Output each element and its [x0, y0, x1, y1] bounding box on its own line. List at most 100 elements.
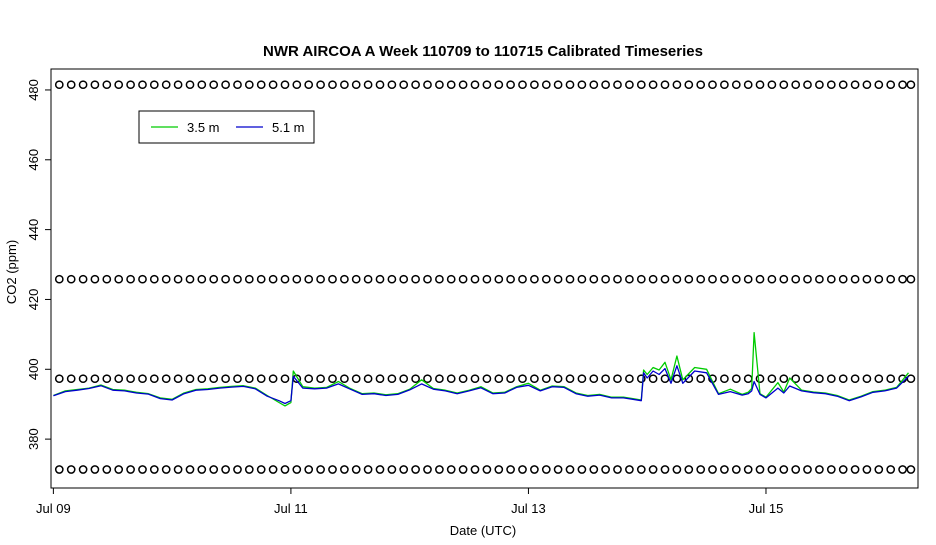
- reference-point-4-30: [411, 374, 420, 384]
- reference-point-3-14: [221, 274, 230, 284]
- reference-point-4-70: [886, 374, 896, 384]
- y-tick-label-4: 460: [26, 149, 41, 171]
- reference-point-5-65: [826, 465, 836, 474]
- reference-point-3-49: [636, 274, 646, 284]
- reference-point-2-56: [720, 80, 729, 90]
- reference-point-2-44: [577, 80, 587, 90]
- reference-point-5-1: [66, 465, 76, 474]
- reference-point-4-35: [470, 374, 480, 384]
- reference-point-2-4: [102, 80, 112, 90]
- reference-point-3-20: [292, 274, 302, 284]
- reference-point-2-52: [672, 80, 682, 90]
- reference-point-5-38: [506, 465, 515, 474]
- reference-point-4-2: [78, 374, 88, 384]
- reference-point-4-57: [731, 374, 741, 384]
- reference-point-5-15: [233, 465, 242, 474]
- reference-point-5-27: [375, 465, 385, 474]
- reference-point-2-25: [351, 80, 361, 90]
- reference-point-2-5: [114, 80, 124, 90]
- reference-point-2-2: [78, 80, 88, 90]
- reference-point-4-44: [577, 374, 587, 384]
- reference-point-5-61: [779, 465, 789, 474]
- reference-point-5-69: [874, 465, 884, 474]
- reference-point-3-3: [90, 274, 100, 284]
- reference-point-3-9: [161, 274, 171, 284]
- reference-point-5-36: [482, 465, 492, 474]
- series-lines-layer: [53, 331, 910, 407]
- reference-point-3-53: [684, 274, 694, 284]
- reference-point-4-14: [221, 374, 230, 384]
- reference-point-3-47: [613, 274, 622, 284]
- reference-point-4-18: [268, 374, 278, 384]
- reference-point-2-72: [906, 80, 916, 90]
- reference-point-5-58: [743, 465, 753, 474]
- reference-point-4-40: [530, 374, 539, 384]
- reference-point-3-15: [233, 274, 242, 284]
- reference-point-3-37: [494, 274, 504, 284]
- reference-point-2-40: [530, 80, 539, 90]
- reference-point-4-19: [280, 374, 290, 384]
- reference-point-4-39: [518, 374, 527, 384]
- reference-point-3-63: [803, 274, 812, 284]
- reference-point-4-59: [755, 374, 765, 384]
- reference-point-2-27: [375, 80, 385, 90]
- reference-point-5-4: [102, 465, 112, 474]
- reference-point-5-20: [292, 465, 302, 474]
- reference-point-5-44: [577, 465, 587, 474]
- reference-point-2-22: [316, 80, 325, 90]
- reference-point-4-56: [720, 374, 729, 384]
- x-tick-label-1: Jul 11: [274, 501, 308, 516]
- reference-point-3-65: [826, 274, 836, 284]
- reference-point-2-67: [850, 80, 860, 90]
- reference-point-3-44: [577, 274, 587, 284]
- reference-point-2-11: [185, 80, 195, 90]
- reference-point-5-5: [114, 465, 124, 474]
- reference-point-4-9: [161, 374, 171, 384]
- legend-label-3-5m: 3.5 m: [187, 120, 220, 135]
- x-tick-label-3: Jul 15: [749, 501, 784, 516]
- reference-point-5-55: [708, 465, 717, 474]
- reference-point-5-29: [399, 465, 409, 474]
- reference-point-4-8: [149, 374, 159, 384]
- reference-point-2-9: [161, 80, 171, 90]
- reference-point-4-72: [906, 374, 916, 384]
- reference-point-3-26: [363, 274, 373, 284]
- reference-point-4-15: [233, 374, 242, 384]
- reference-point-4-26: [363, 374, 373, 384]
- reference-point-3-27: [375, 274, 385, 284]
- reference-point-4-52: [672, 374, 682, 384]
- reference-point-2-70: [886, 80, 896, 90]
- reference-point-5-64: [815, 465, 824, 474]
- reference-point-3-11: [185, 274, 195, 284]
- reference-point-3-30: [411, 274, 420, 284]
- reference-point-3-5: [114, 274, 124, 284]
- reference-point-5-26: [363, 465, 373, 474]
- reference-points-layer: [54, 80, 916, 474]
- reference-point-5-12: [197, 465, 207, 474]
- reference-point-2-19: [280, 80, 290, 90]
- reference-point-2-15: [233, 80, 242, 90]
- reference-point-2-20: [292, 80, 302, 90]
- y-tick-label-3: 440: [26, 219, 41, 241]
- x-axis-label: Date (UTC): [450, 523, 516, 538]
- reference-point-4-62: [791, 374, 801, 384]
- reference-point-5-72: [906, 465, 916, 474]
- reference-point-3-40: [530, 274, 539, 284]
- legend-label-5-1m: 5.1 m: [272, 120, 305, 135]
- reference-point-4-32: [435, 374, 444, 384]
- reference-point-3-62: [791, 274, 801, 284]
- reference-point-3-34: [458, 274, 468, 284]
- reference-point-5-28: [387, 465, 397, 474]
- reference-point-2-51: [660, 80, 670, 90]
- reference-point-4-68: [862, 374, 872, 384]
- reference-point-2-60: [767, 80, 777, 90]
- reference-point-3-21: [304, 274, 314, 284]
- reference-point-3-8: [149, 274, 159, 284]
- reference-point-2-38: [506, 80, 515, 90]
- reference-point-3-38: [506, 274, 515, 284]
- reference-point-2-7: [138, 80, 147, 90]
- reference-point-3-59: [755, 274, 765, 284]
- reference-point-2-68: [862, 80, 872, 90]
- reference-point-4-58: [743, 374, 753, 384]
- reference-point-2-35: [470, 80, 480, 90]
